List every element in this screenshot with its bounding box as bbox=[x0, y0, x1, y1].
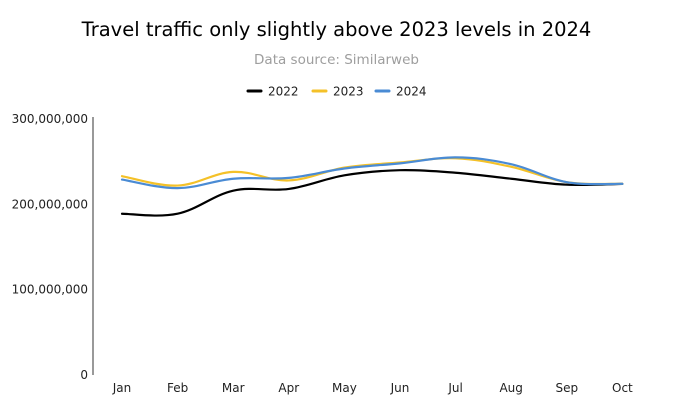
y-tick-label: 200,000,000 bbox=[12, 197, 88, 211]
x-tick-label: Apr bbox=[278, 381, 299, 395]
legend-label-2023: 2023 bbox=[333, 85, 364, 99]
y-tick-label: 0 bbox=[80, 368, 88, 382]
chart-title: Travel traffic only slightly above 2023 … bbox=[81, 18, 592, 41]
chart-axes: 0 100,000,000 200,000,000 300,000,000 Jan Feb… bbox=[12, 112, 633, 395]
x-tick-label: Sep bbox=[555, 381, 578, 395]
series-line-2023 bbox=[120, 157, 624, 187]
x-tick-label: Jul bbox=[447, 381, 462, 395]
x-tick-label: Feb bbox=[167, 381, 188, 395]
series-line-2022 bbox=[120, 169, 624, 217]
series-line-2024 bbox=[120, 156, 624, 190]
legend-label-2022: 2022 bbox=[268, 85, 299, 99]
chart-series bbox=[120, 156, 624, 217]
x-tick-label: Oct bbox=[612, 381, 633, 395]
chart-legend: 2022 2023 2024 bbox=[246, 85, 427, 99]
legend-label-2024: 2024 bbox=[396, 85, 427, 99]
chart-subtitle: Data source: Similarweb bbox=[254, 52, 419, 68]
y-tick-label: 300,000,000 bbox=[12, 112, 88, 126]
y-tick-label: 100,000,000 bbox=[12, 283, 88, 297]
x-tick-label: Mar bbox=[222, 381, 245, 395]
x-tick-label: Jun bbox=[390, 381, 410, 395]
x-tick-label: Aug bbox=[499, 381, 522, 395]
x-tick-label: Jan bbox=[112, 381, 132, 395]
x-tick-label: May bbox=[332, 381, 357, 395]
